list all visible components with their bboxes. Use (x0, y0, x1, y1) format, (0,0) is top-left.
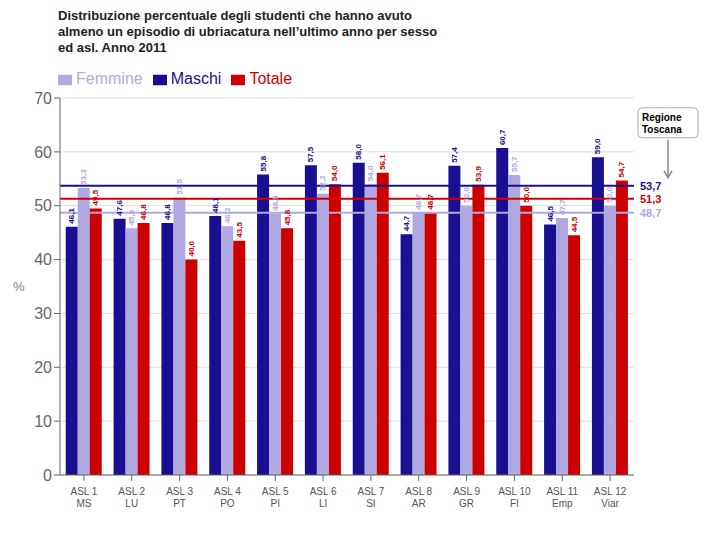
svg-text:53,3: 53,3 (79, 169, 88, 185)
svg-text:48,7: 48,7 (426, 194, 435, 210)
svg-text:ASL 3PT: ASL 3PT (166, 486, 193, 509)
svg-text:46,8: 46,8 (139, 204, 148, 220)
svg-text:70: 70 (34, 90, 52, 107)
svg-text:58,0: 58,0 (354, 144, 363, 160)
svg-text:30: 30 (34, 305, 52, 322)
svg-text:ASL 7SI: ASL 7SI (357, 486, 384, 509)
svg-text:ASL 1MS: ASL 1MS (70, 486, 97, 509)
svg-text:10: 10 (34, 413, 52, 430)
svg-text:20: 20 (34, 359, 52, 376)
svg-text:57,5: 57,5 (306, 146, 315, 162)
svg-text:59,0: 59,0 (593, 138, 602, 154)
svg-text:ASL 6LI: ASL 6LI (310, 486, 337, 509)
svg-text:47,7: 47,7 (558, 199, 567, 215)
svg-text:0: 0 (43, 467, 52, 484)
svg-text:50,0: 50,0 (522, 187, 531, 203)
svg-text:49,5: 49,5 (91, 189, 100, 205)
svg-text:53,9: 53,9 (474, 166, 483, 182)
svg-text:52,2: 52,2 (318, 175, 327, 191)
svg-text:44,7: 44,7 (402, 215, 411, 231)
svg-text:46,2: 46,2 (223, 207, 232, 223)
svg-text:56,1: 56,1 (378, 154, 387, 170)
svg-text:40,0: 40,0 (187, 240, 196, 256)
svg-text:54,0: 54,0 (366, 165, 375, 181)
svg-text:47,6: 47,6 (115, 200, 124, 216)
svg-text:60: 60 (34, 144, 52, 161)
svg-text:44,5: 44,5 (570, 216, 579, 232)
html-text:Femmine: Femmine (76, 70, 143, 87)
svg-text:RegioneToscana: RegioneToscana (642, 112, 682, 135)
html-text:Distribuzione percentuale degl: Distribuzione percentuale degli studenti… (58, 8, 438, 55)
svg-text:43,5: 43,5 (235, 222, 244, 238)
svg-text:51,5: 51,5 (175, 179, 184, 195)
svg-text:ASL 5PI: ASL 5PI (262, 486, 289, 509)
svg-text:ASL 11Emp: ASL 11Emp (546, 486, 578, 509)
svg-text:48,7: 48,7 (414, 194, 423, 210)
svg-text:57,4: 57,4 (450, 147, 459, 163)
svg-text:%: % (13, 279, 25, 294)
svg-text:51,3: 51,3 (640, 193, 661, 205)
svg-text:55,8: 55,8 (259, 155, 268, 171)
svg-text:ASL 9GR: ASL 9GR (453, 486, 480, 509)
svg-text:ASL 12Viar: ASL 12Viar (594, 486, 627, 509)
svg-text:53,7: 53,7 (640, 180, 661, 192)
svg-text:50,0: 50,0 (462, 187, 471, 203)
svg-text:55,7: 55,7 (510, 156, 519, 172)
svg-text:46,1: 46,1 (67, 208, 76, 224)
html-text:Totale: Totale (249, 70, 293, 87)
svg-text:54,0: 54,0 (330, 165, 339, 181)
svg-text:ASL 4PO: ASL 4PO (214, 486, 241, 509)
svg-text:50,0: 50,0 (605, 187, 614, 203)
svg-text:ASL 10FI: ASL 10FI (498, 486, 531, 509)
svg-text:60,7: 60,7 (498, 129, 507, 145)
svg-text:48,5: 48,5 (271, 195, 280, 211)
svg-text:40: 40 (34, 251, 52, 268)
svg-text:45,8: 45,8 (127, 209, 136, 225)
svg-text:46,5: 46,5 (546, 205, 555, 221)
svg-text:46,8: 46,8 (163, 204, 172, 220)
html-text:Maschi: Maschi (170, 70, 222, 87)
svg-text:ASL 2LU: ASL 2LU (118, 486, 145, 509)
svg-text:48,7: 48,7 (640, 207, 661, 219)
svg-text:48,1: 48,1 (211, 197, 220, 213)
svg-text:ASL 8AR: ASL 8AR (405, 486, 432, 509)
svg-text:45,8: 45,8 (283, 209, 292, 225)
svg-text:50: 50 (34, 197, 52, 214)
svg-text:54,7: 54,7 (617, 161, 626, 177)
